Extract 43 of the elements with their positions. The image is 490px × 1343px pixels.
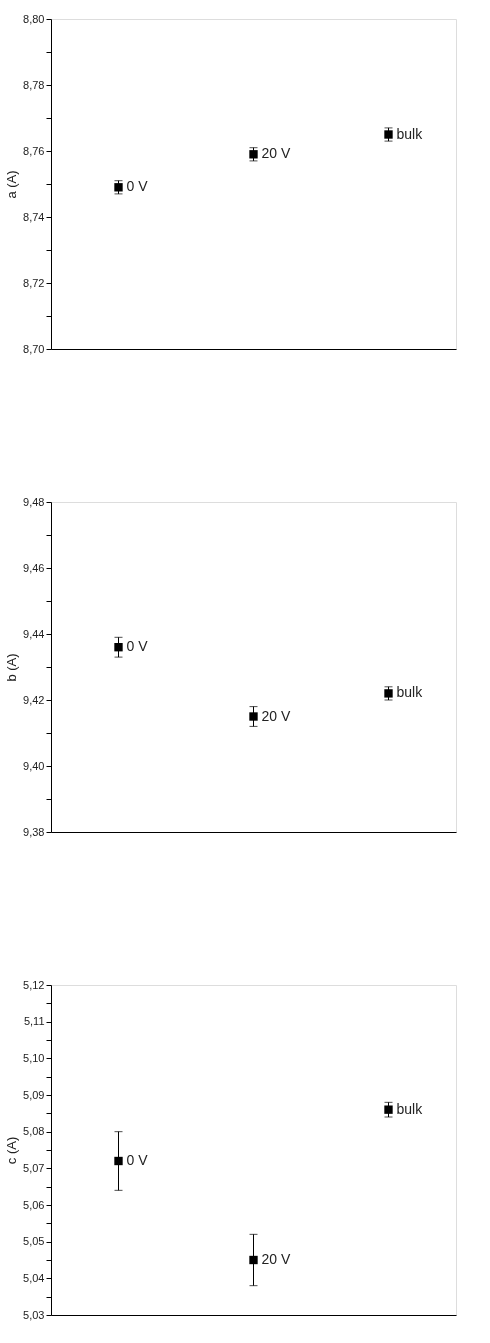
y-tick-label: 5,08 xyxy=(23,1125,45,1138)
y-tick-label: 5,07 xyxy=(23,1161,45,1174)
y-tick-label: 9,38 xyxy=(23,825,45,838)
y-tick-label: 5,06 xyxy=(23,1198,45,1211)
y-axis-title: a (A) xyxy=(4,170,20,199)
y-axis-title: c (A) xyxy=(4,1136,20,1165)
annotation: 20 V xyxy=(261,145,291,162)
point xyxy=(384,130,393,139)
y-tick-label: 9,46 xyxy=(23,561,45,574)
annotation: 20 V xyxy=(261,707,291,724)
point xyxy=(114,643,123,652)
point xyxy=(114,183,123,192)
point xyxy=(249,1255,258,1265)
y-tick-label: 5,05 xyxy=(23,1235,45,1248)
point xyxy=(249,712,258,721)
y-tick-label: 8,70 xyxy=(23,342,45,355)
y-tick-label: 8,72 xyxy=(23,276,45,289)
annotation: bulk xyxy=(396,684,424,701)
y-tick-label: 5,03 xyxy=(23,1308,45,1321)
point xyxy=(114,1156,123,1166)
y-tick-label: 9,42 xyxy=(23,693,45,706)
annotation: 0 V xyxy=(126,1152,149,1168)
y-tick-label: 5,11 xyxy=(23,1015,45,1028)
annotation: bulk xyxy=(396,125,424,142)
y-tick-label: 9,40 xyxy=(23,759,45,772)
annotation: bulk xyxy=(396,1100,424,1117)
y-tick-label: 9,44 xyxy=(23,627,45,640)
annotation: 20 V xyxy=(261,1251,291,1267)
y-tick-label: 5,10 xyxy=(23,1051,45,1064)
y-tick-label: 5,12 xyxy=(23,978,45,991)
annotation: 0 V xyxy=(126,638,149,655)
y-tick-label: 8,74 xyxy=(23,210,45,223)
y-tick-label: 8,78 xyxy=(23,78,45,91)
annotation: 0 V xyxy=(126,178,149,195)
y-tick-label: 8,76 xyxy=(23,144,45,157)
y-axis-title: b (A) xyxy=(4,653,20,682)
point xyxy=(384,689,393,698)
point xyxy=(384,1105,393,1114)
y-tick-label: 5,09 xyxy=(23,1088,45,1101)
y-tick-label: 8,80 xyxy=(23,12,45,25)
y-tick-label: 5,04 xyxy=(23,1271,45,1284)
y-tick-label: 9,48 xyxy=(23,495,45,508)
point xyxy=(249,150,258,159)
